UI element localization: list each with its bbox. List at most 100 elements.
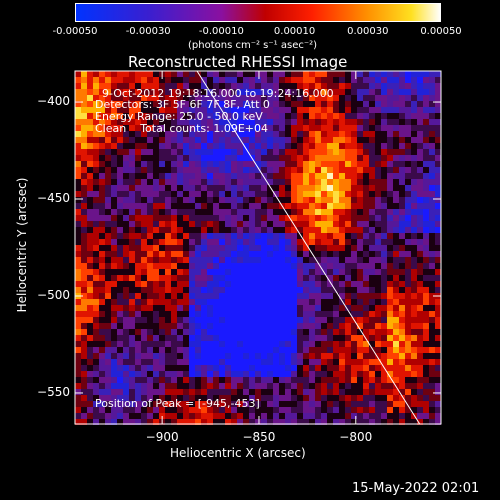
- heatmap-cell: [327, 191, 333, 197]
- heatmap-cell: [303, 101, 309, 107]
- heatmap-cell: [393, 71, 399, 77]
- heatmap-cell: [195, 275, 201, 281]
- heatmap-cell: [99, 281, 105, 287]
- heatmap-cell: [207, 239, 213, 245]
- heatmap-cell: [411, 257, 417, 263]
- heatmap-cell: [261, 395, 267, 401]
- heatmap-cell: [351, 407, 357, 413]
- heatmap-cell: [219, 413, 225, 419]
- heatmap-cell: [171, 197, 177, 203]
- heatmap-cell: [195, 323, 201, 329]
- heatmap-cell: [87, 263, 93, 269]
- heatmap-cell: [399, 389, 405, 395]
- heatmap-cell: [351, 161, 357, 167]
- heatmap-cell: [279, 227, 285, 233]
- heatmap-cell: [147, 299, 153, 305]
- heatmap-cell: [165, 71, 171, 77]
- heatmap-cell: [249, 287, 255, 293]
- heatmap-cell: [141, 317, 147, 323]
- heatmap-cell: [435, 371, 441, 377]
- heatmap-cell: [321, 191, 327, 197]
- heatmap-cell: [369, 281, 375, 287]
- heatmap-cell: [417, 359, 423, 365]
- heatmap-cell: [213, 239, 219, 245]
- heatmap-cell: [261, 161, 267, 167]
- heatmap-cell: [375, 251, 381, 257]
- heatmap-cell: [207, 137, 213, 143]
- heatmap-cell: [267, 125, 273, 131]
- heatmap-cell: [351, 395, 357, 401]
- heatmap-cell: [75, 203, 81, 209]
- heatmap-cell: [429, 413, 435, 419]
- heatmap-cell: [213, 197, 219, 203]
- heatmap-cell: [321, 203, 327, 209]
- heatmap-cell: [387, 143, 393, 149]
- heatmap-cell: [237, 149, 243, 155]
- heatmap-cell: [87, 299, 93, 305]
- heatmap-cell: [423, 413, 429, 419]
- heatmap-cell: [369, 209, 375, 215]
- heatmap-cell: [141, 185, 147, 191]
- heatmap-cell: [279, 167, 285, 173]
- heatmap-cell: [243, 149, 249, 155]
- heatmap-cell: [267, 377, 273, 383]
- heatmap-cell: [135, 275, 141, 281]
- heatmap-cell: [309, 341, 315, 347]
- heatmap-cell: [243, 419, 249, 425]
- heatmap-cell: [315, 305, 321, 311]
- heatmap-cell: [261, 113, 267, 119]
- heatmap-cell: [381, 305, 387, 311]
- heatmap-cell: [423, 395, 429, 401]
- heatmap-cell: [321, 281, 327, 287]
- heatmap-cell: [279, 251, 285, 257]
- heatmap-cell: [333, 221, 339, 227]
- heatmap-cell: [171, 341, 177, 347]
- heatmap-cell: [105, 83, 111, 89]
- heatmap-cell: [387, 161, 393, 167]
- heatmap-cell: [393, 365, 399, 371]
- heatmap-cell: [387, 317, 393, 323]
- heatmap-cell: [177, 77, 183, 83]
- heatmap-cell: [147, 185, 153, 191]
- heatmap-cell: [393, 299, 399, 305]
- heatmap-cell: [93, 335, 99, 341]
- heatmap-cell: [303, 113, 309, 119]
- heatmap-cell: [201, 89, 207, 95]
- heatmap-cell: [411, 389, 417, 395]
- heatmap-cell: [171, 191, 177, 197]
- heatmap-cell: [237, 389, 243, 395]
- heatmap-cell: [339, 209, 345, 215]
- heatmap-cell: [171, 221, 177, 227]
- heatmap-cell: [297, 245, 303, 251]
- heatmap-cell: [255, 101, 261, 107]
- heatmap-cell: [75, 185, 81, 191]
- heatmap-cell: [357, 191, 363, 197]
- heatmap-cell: [387, 113, 393, 119]
- heatmap-cell: [159, 107, 165, 113]
- heatmap-cell: [171, 167, 177, 173]
- heatmap-cell: [363, 269, 369, 275]
- heatmap-cell: [111, 185, 117, 191]
- heatmap-cell: [405, 155, 411, 161]
- heatmap-cell: [123, 179, 129, 185]
- heatmap-cell: [321, 137, 327, 143]
- heatmap-cell: [405, 269, 411, 275]
- heatmap-cell: [75, 287, 81, 293]
- heatmap-cell: [423, 383, 429, 389]
- heatmap-cell: [87, 371, 93, 377]
- heatmap-cell: [231, 215, 237, 221]
- heatmap-cell: [243, 413, 249, 419]
- heatmap-cell: [75, 419, 81, 425]
- heatmap-cell: [201, 245, 207, 251]
- heatmap-cell: [381, 335, 387, 341]
- heatmap-cell: [93, 167, 99, 173]
- heatmap-cell: [255, 179, 261, 185]
- heatmap-cell: [159, 341, 165, 347]
- heatmap-cell: [375, 395, 381, 401]
- heatmap-cell: [429, 101, 435, 107]
- heatmap-cell: [111, 317, 117, 323]
- heatmap-cell: [75, 227, 81, 233]
- heatmap-cell: [339, 179, 345, 185]
- heatmap-cell: [213, 221, 219, 227]
- heatmap-cell: [345, 227, 351, 233]
